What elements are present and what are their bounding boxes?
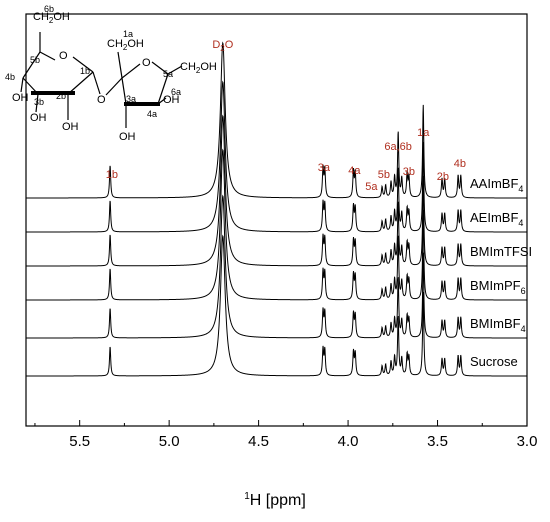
annotation-6a-6b: 6a,6b: [384, 141, 412, 153]
atom-oh-5a: OH: [163, 94, 180, 106]
sucrose-structure: CH2OH O OH OH OH O CH2OH O OH CH2OH OH 6…: [5, 4, 217, 143]
molecule-bonds: [20, 32, 183, 128]
group-6a: CH2OH: [180, 61, 217, 75]
x-tick-label-5.5: 5.5: [69, 433, 90, 450]
x-tick-label-4.0: 4.0: [338, 433, 359, 450]
ring-oxygen-fructose: O: [142, 57, 151, 69]
pos-6b: 6b: [44, 4, 54, 14]
plot-frame: [25, 13, 528, 427]
trace-aaimbf4: [26, 41, 527, 199]
pos-5a: 5a: [163, 69, 173, 79]
atom-oh-3a: OH: [119, 131, 136, 143]
group-6a-sub: 2: [196, 66, 201, 75]
series-label-bmimbf4: BMImBF4: [470, 316, 526, 334]
series-labels: AAImBF4 AEImBF4 BMImTFSI BMImPF6 BMImBF4 Sucr…: [470, 176, 532, 369]
group-1a: CH2OH: [107, 38, 144, 52]
group-6a-text: CH: [180, 61, 196, 73]
annotation-1b: 1b: [106, 169, 118, 181]
group-6b-text: CH: [33, 11, 49, 23]
x-tick-label-5.0: 5.0: [159, 433, 180, 450]
spectra-traces: [26, 41, 527, 377]
group-1a-text: CH: [107, 38, 123, 50]
group-6b: CH2OH: [33, 11, 70, 25]
pos-1b: 1b: [80, 66, 90, 76]
annotation-3b: 3b: [403, 166, 415, 178]
atom-oh-2b: OH: [62, 121, 79, 133]
x-tick-label-3.0: 3.0: [517, 433, 538, 450]
ring-oxygen-glucose: O: [59, 50, 68, 62]
x-tick-label-4.5: 4.5: [248, 433, 269, 450]
pos-1a: 1a: [123, 29, 133, 39]
annotation-4a: 4a: [348, 165, 361, 177]
group-6a-tail: OH: [200, 61, 217, 73]
annotation-2b: 2b: [437, 171, 449, 183]
annotation-5a: 5a: [365, 181, 378, 193]
annotation-1a: 1a: [417, 127, 430, 139]
trace-bmimtfsi: [26, 114, 527, 267]
pos-5b: 5b: [30, 55, 40, 65]
annotation-4b: 4b: [454, 158, 466, 170]
group-1a-sub: 2: [123, 43, 128, 52]
pos-3b: 3b: [34, 97, 44, 107]
x-axis: 5.5 5.0 4.5 4.0 3.5 3.0: [25, 13, 538, 450]
series-label-bmimpf6: BMImPF6: [470, 278, 526, 296]
atom-oh-3b: OH: [30, 112, 47, 124]
series-label-aeimbf4: AEImBF4: [470, 210, 523, 228]
series-label-sucrose: Sucrose: [470, 354, 518, 369]
group-6b-tail: OH: [53, 11, 70, 23]
structure-position-labels: 6b 5b 4b 3b 2b 1b 1a 5a 6a 3a 4a: [5, 4, 181, 119]
series-label-bmimtfsi: BMImTFSI: [470, 244, 532, 259]
group-6b-sub: 2: [49, 16, 54, 25]
pos-4a: 4a: [147, 109, 157, 119]
trace-aeimbf4: [26, 80, 527, 233]
series-label-aaimbf4: AAImBF4: [470, 176, 523, 194]
group-1a-tail: OH: [127, 38, 144, 50]
annotation-5b: 5b: [378, 169, 390, 181]
annotation-d2o: D2O: [212, 39, 233, 53]
atom-oh-4b: OH: [12, 92, 29, 104]
pos-6a: 6a: [171, 87, 181, 97]
pos-4b: 4b: [5, 72, 15, 82]
x-axis-title: 1H [ppm]: [244, 491, 306, 509]
glycosidic-oxygen: O: [97, 94, 106, 106]
x-tick-label-3.5: 3.5: [427, 433, 448, 450]
pos-3a: 3a: [126, 94, 136, 104]
trace-sucrose: [26, 234, 527, 377]
annotation-3a: 3a: [318, 162, 331, 174]
trace-bmimbf4: [26, 194, 527, 339]
pos-2b: 2b: [56, 91, 66, 101]
trace-bmimpf6: [26, 148, 527, 301]
